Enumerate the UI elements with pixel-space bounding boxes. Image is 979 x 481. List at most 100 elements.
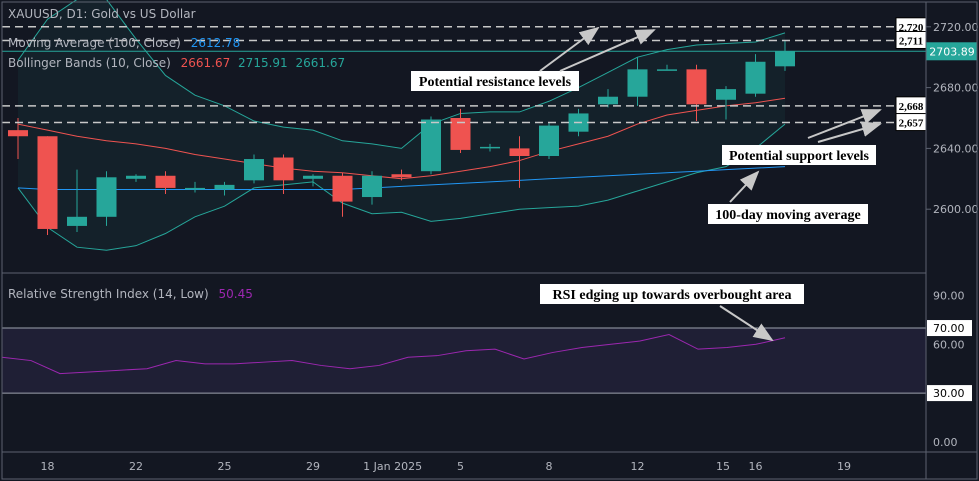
rsi-tick-label: 70.00 xyxy=(933,322,965,335)
candle[interactable] xyxy=(155,171,176,194)
rsi-legend-label: Relative Strength Index (14, Low) xyxy=(8,287,209,301)
candle[interactable] xyxy=(480,143,500,152)
candle-body xyxy=(67,216,87,226)
date-tick-label: 19 xyxy=(837,460,851,473)
candle-body xyxy=(244,159,264,181)
date-tick-label: 12 xyxy=(631,460,645,473)
last-price-label: 2703.89 xyxy=(929,45,975,58)
rsi-tick-label: 90.00 xyxy=(933,290,965,303)
candle[interactable] xyxy=(686,64,707,122)
moving-average-line xyxy=(17,166,786,190)
date-tick-label: 8 xyxy=(546,460,553,473)
annotation-support: Potential support levels xyxy=(722,109,882,165)
annotation-resistance-text: Potential resistance levels xyxy=(419,75,572,90)
candle[interactable] xyxy=(8,118,28,160)
candle[interactable] xyxy=(37,136,58,236)
candle-body xyxy=(332,175,353,202)
candle-body xyxy=(303,175,323,179)
date-tick-label: 5 xyxy=(457,460,464,473)
candle-body xyxy=(421,119,441,172)
candle-body xyxy=(37,136,58,229)
annotation-ma-text: 100-day moving average xyxy=(715,208,860,223)
candle-body xyxy=(539,125,559,156)
candle-body xyxy=(657,69,677,71)
candle-body xyxy=(8,130,28,137)
bb-legend-value-1: 2661.67 xyxy=(181,56,231,70)
candle-body xyxy=(96,177,117,217)
candle[interactable] xyxy=(450,108,471,153)
annotation-ma: 100-day moving average xyxy=(708,170,868,224)
bollinger-lower-line xyxy=(17,123,786,251)
candle[interactable] xyxy=(185,181,205,193)
candle-body xyxy=(126,175,146,179)
date-tick-label: 22 xyxy=(129,460,143,473)
bb-legend-value-3: 2661.67 xyxy=(296,56,346,70)
candle[interactable] xyxy=(303,174,323,187)
chart-title: XAUUSD, D1: Gold vs US Dollar xyxy=(8,7,196,21)
candle-body xyxy=(716,89,736,100)
candle[interactable] xyxy=(716,86,736,120)
candle[interactable] xyxy=(627,57,648,106)
rsi-legend-value: 50.45 xyxy=(219,287,253,301)
price-tick-label: 2680.00 xyxy=(933,82,979,95)
ma-legend-value: 2612.78 xyxy=(191,36,241,50)
rsi-level-tag xyxy=(927,320,972,337)
candle-body xyxy=(391,174,412,178)
candle[interactable] xyxy=(214,181,235,196)
bb-legend[interactable]: Bollinger Bands (10, Close) 2661.67 2715… xyxy=(8,56,345,70)
candle-body xyxy=(214,184,235,190)
rsi-tick-label: 60.00 xyxy=(933,338,965,351)
candle-body xyxy=(362,175,382,198)
candle[interactable] xyxy=(775,40,795,71)
candle-body xyxy=(686,69,707,105)
candle-body xyxy=(273,157,294,181)
candle-body xyxy=(509,148,530,156)
price-tick-label: 2720.00 xyxy=(933,21,979,34)
candle[interactable] xyxy=(421,116,441,175)
candle[interactable] xyxy=(273,154,294,194)
annotation-rsi-text: RSI edging up towards overbought area xyxy=(553,288,792,303)
bb-legend-label: Bollinger Bands (10, Close) xyxy=(8,56,171,70)
candle[interactable] xyxy=(745,54,766,97)
candle[interactable] xyxy=(598,89,618,108)
annotation-resistance: Potential resistance levels xyxy=(411,26,656,91)
candle[interactable] xyxy=(539,122,559,160)
rsi-tick-label: 0.00 xyxy=(933,436,958,449)
candle[interactable] xyxy=(657,64,677,71)
annotation-support-text: Potential support levels xyxy=(729,149,870,164)
level-label: 2,668 xyxy=(899,101,924,113)
candle[interactable] xyxy=(391,169,412,181)
last-price-tag xyxy=(926,42,977,61)
ma-legend[interactable]: Moving Average (100, Close) 2612.78 xyxy=(8,36,240,50)
candle-body xyxy=(627,69,648,97)
rsi-level-tag xyxy=(927,385,972,402)
candle-body xyxy=(185,187,205,190)
date-tick-label: 25 xyxy=(218,460,232,473)
candle-body xyxy=(450,118,471,150)
bb-legend-value-2: 2715.91 xyxy=(238,56,288,70)
candle[interactable] xyxy=(244,154,264,184)
rsi-legend[interactable]: Relative Strength Index (14, Low) 50.45 xyxy=(8,287,253,301)
candle-body xyxy=(745,61,766,94)
candle[interactable] xyxy=(332,172,353,217)
ma-legend-label: Moving Average (100, Close) xyxy=(8,36,181,50)
candle[interactable] xyxy=(96,171,117,226)
level-label: 2,711 xyxy=(899,35,923,47)
candle-body xyxy=(480,146,500,149)
rsi-tick-label: 30.00 xyxy=(933,387,965,400)
date-tick-label: 29 xyxy=(306,460,320,473)
rsi-line xyxy=(1,334,786,375)
candle[interactable] xyxy=(362,171,382,205)
level-label: 2,720 xyxy=(899,22,924,34)
candle-body xyxy=(775,51,795,67)
annotation-rsi: RSI edging up towards overbought area xyxy=(540,284,804,342)
date-tick-label: 1 Jan 2025 xyxy=(363,460,422,473)
candle[interactable] xyxy=(126,174,146,182)
date-tick-label: 16 xyxy=(749,460,763,473)
level-label: 2,657 xyxy=(899,118,924,130)
candle[interactable] xyxy=(509,136,530,188)
candle[interactable] xyxy=(67,169,87,232)
